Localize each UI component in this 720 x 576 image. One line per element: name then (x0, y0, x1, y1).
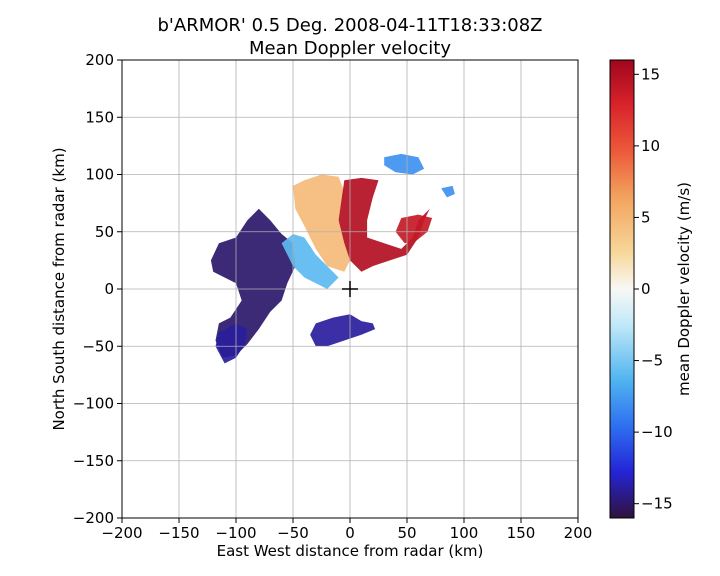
colorbar-tick-label: −10 (641, 423, 673, 441)
x-tick-label: −100 (215, 524, 256, 542)
colorbar: −15 −10 −5 0 5 10 15 (609, 59, 673, 519)
x-tick-label: 0 (345, 524, 355, 542)
echo-region-far-north-arc (384, 153, 425, 175)
echo-region-far-northeast-patch (441, 185, 455, 198)
colorbar-tick-label: 15 (641, 65, 660, 83)
y-tick-label: −50 (82, 337, 114, 355)
colorbar-tick-label: −15 (641, 495, 673, 513)
x-tick-label: −150 (158, 524, 199, 542)
echo-region-south-cell (310, 314, 376, 347)
x-tick-label: 50 (397, 524, 416, 542)
x-tick-label: 200 (564, 524, 593, 542)
colorbar-tick-label: 0 (641, 280, 651, 298)
echo-region-north-approaching (293, 174, 350, 272)
colorbar-tick-label: 5 (641, 208, 651, 226)
y-tick-label: −200 (73, 509, 114, 527)
colorbar-tick-label: −5 (641, 352, 663, 370)
echo-region-southwest-band (215, 323, 248, 364)
x-axis-label: East West distance from radar (km) (217, 542, 484, 560)
y-axis-label: North South distance from radar (km) (50, 147, 68, 430)
chart-title-line1: b'ARMOR' 0.5 Deg. 2008-04-11T18:33:08Z (158, 15, 543, 36)
y-tick-label: 0 (104, 280, 114, 298)
colorbar-gradient (609, 59, 635, 519)
y-tick-label: −150 (73, 452, 114, 470)
echo-layer (210, 153, 455, 364)
x-tick-label: 150 (507, 524, 536, 542)
x-tick-label: −200 (101, 524, 142, 542)
colorbar-label: mean Doppler velocity (m/s) (675, 182, 693, 396)
chart-title-line2: Mean Doppler velocity (249, 38, 451, 59)
y-tick-label: 50 (95, 223, 114, 241)
plot-area: −200 −150 −100 −50 0 50 100 150 200 −200 −150 −100 −… (73, 51, 593, 542)
y-tick-label: 200 (85, 51, 114, 69)
echo-region-west-outbound (210, 208, 296, 358)
x-tick-label: 100 (450, 524, 479, 542)
colorbar-tick-label: 10 (641, 137, 660, 155)
x-tick-label: −50 (277, 524, 309, 542)
y-tick-label: 100 (85, 166, 114, 184)
y-tick-label: 150 (85, 108, 114, 126)
y-tick-label: −100 (73, 395, 114, 413)
echo-region-central-transition (281, 234, 339, 289)
echo-region-northeast-cell (395, 214, 433, 244)
